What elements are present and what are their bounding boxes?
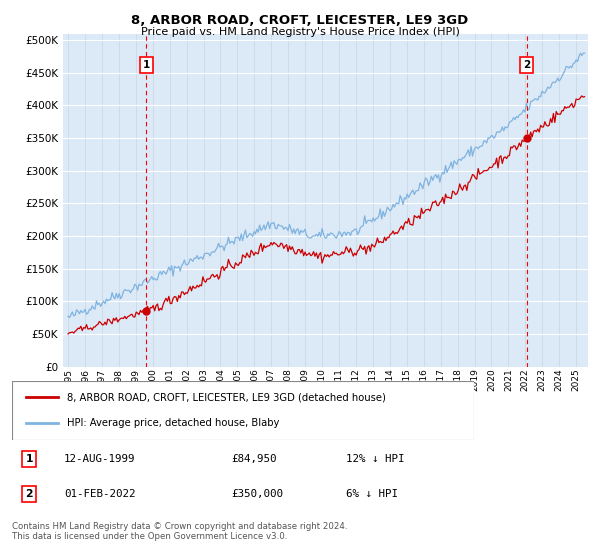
Text: 1: 1 xyxy=(143,60,150,70)
Text: 8, ARBOR ROAD, CROFT, LEICESTER, LE9 3GD: 8, ARBOR ROAD, CROFT, LEICESTER, LE9 3GD xyxy=(131,14,469,27)
Text: HPI: Average price, detached house, Blaby: HPI: Average price, detached house, Blab… xyxy=(67,418,280,428)
Text: Price paid vs. HM Land Registry's House Price Index (HPI): Price paid vs. HM Land Registry's House … xyxy=(140,27,460,37)
Text: £84,950: £84,950 xyxy=(231,454,277,464)
Text: 2: 2 xyxy=(523,60,530,70)
Text: 12% ↓ HPI: 12% ↓ HPI xyxy=(346,454,404,464)
Text: 2: 2 xyxy=(25,489,33,499)
Text: £350,000: £350,000 xyxy=(231,489,283,499)
Text: Contains HM Land Registry data © Crown copyright and database right 2024.
This d: Contains HM Land Registry data © Crown c… xyxy=(12,522,347,542)
Text: 1: 1 xyxy=(26,454,33,464)
Text: 12-AUG-1999: 12-AUG-1999 xyxy=(64,454,136,464)
Text: 6% ↓ HPI: 6% ↓ HPI xyxy=(346,489,398,499)
Text: 8, ARBOR ROAD, CROFT, LEICESTER, LE9 3GD (detached house): 8, ARBOR ROAD, CROFT, LEICESTER, LE9 3GD… xyxy=(67,392,386,402)
Text: 01-FEB-2022: 01-FEB-2022 xyxy=(64,489,136,499)
